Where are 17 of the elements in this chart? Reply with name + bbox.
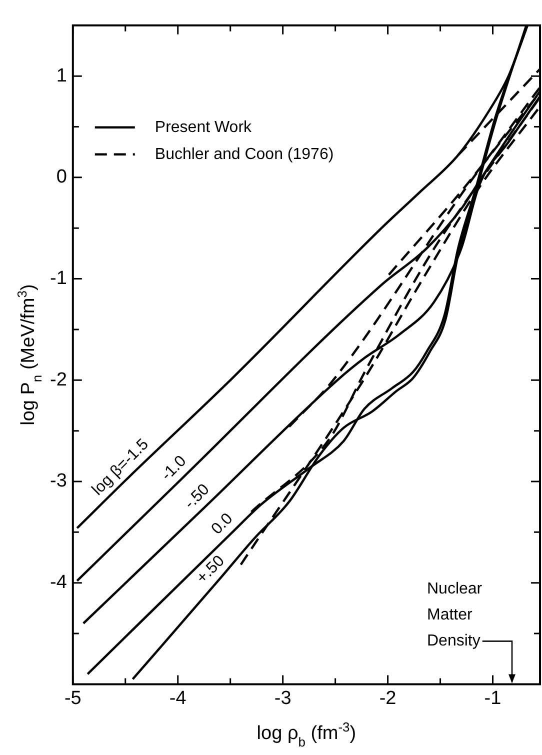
y-tick-label: -3 [50,470,67,492]
legend-label: Buchler and Coon (1976) [154,146,334,163]
annotation: Nuclear Matter Density [427,580,483,650]
x-tick-label: -3 [274,688,292,709]
y-tick-label: -1 [50,268,67,290]
annotation: +.50 [194,552,228,587]
y-tick-label: 0 [56,166,67,188]
legend-label: Present Work [154,118,253,136]
annotation: 0.0 [208,510,236,538]
y-axis-title: log Pn (MeV/fm3) [14,284,45,426]
y-tick-label: -4 [50,572,68,594]
x-tick-label: -5 [64,688,82,709]
x-tick-label: -2 [379,688,396,709]
y-tick-label: -2 [50,369,67,390]
x-tick-label: -1 [484,688,502,709]
y-tick-label: 1 [56,65,67,86]
x-tick-label: -4 [169,688,187,709]
